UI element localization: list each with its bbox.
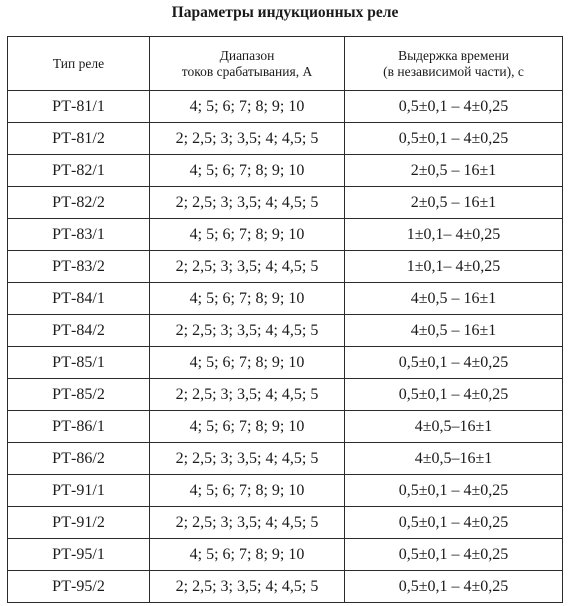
cell-relay-type: РТ-81/1 (7, 90, 150, 123)
header-relay-type: Тип реле (7, 36, 150, 91)
cell-time-delay: 4±0,5 – 16±1 (344, 314, 563, 347)
table-row: РТ-81/1 4; 5; 6; 7; 8; 9; 10 0,5±0,1 – 4±0… (7, 90, 563, 123)
table-row: РТ-95/1 4; 5; 6; 7; 8; 9; 10 0,5±0,1 – 4±0… (7, 538, 563, 571)
header-time-delay-line1: Выдержка времени (398, 47, 509, 63)
cell-time-delay: 4±0,5 – 16±1 (344, 282, 563, 315)
cell-time-delay: 0,5±0,1 – 4±0,25 (344, 122, 563, 155)
cell-relay-type: РТ-84/2 (7, 314, 150, 347)
cell-current-range: 2; 2,5; 3; 3,5; 4; 4,5; 5 (149, 122, 345, 155)
cell-current-range: 4; 5; 6; 7; 8; 9; 10 (149, 410, 345, 443)
cell-time-delay: 4±0,5–16±1 (344, 410, 563, 443)
cell-time-delay: 0,5±0,1 – 4±0,25 (344, 346, 563, 379)
cell-time-delay: 2±0,5 – 16±1 (344, 154, 563, 187)
table-row: РТ-83/1 4; 5; 6; 7; 8; 9; 10 1±0,1– 4±0,25 (7, 218, 563, 251)
cell-relay-type: РТ-91/2 (7, 506, 150, 539)
cell-current-range: 4; 5; 6; 7; 8; 9; 10 (149, 538, 345, 571)
cell-current-range: 2; 2,5; 3; 3,5; 4; 4,5; 5 (149, 442, 345, 475)
relay-parameters-table: Тип реле Диапазон токов срабатывания, А … (7, 36, 563, 603)
table-title: Параметры индукционных реле (171, 4, 399, 21)
cell-relay-type: РТ-91/1 (7, 474, 150, 507)
cell-time-delay: 1±0,1– 4±0,25 (344, 218, 563, 251)
cell-relay-type: РТ-95/2 (7, 570, 150, 603)
cell-relay-type: РТ-86/1 (7, 410, 150, 443)
table-row: РТ-84/1 4; 5; 6; 7; 8; 9; 10 4±0,5 – 16±1 (7, 282, 563, 315)
cell-relay-type: РТ-85/1 (7, 346, 150, 379)
cell-current-range: 4; 5; 6; 7; 8; 9; 10 (149, 154, 345, 187)
cell-current-range: 2; 2,5; 3; 3,5; 4; 4,5; 5 (149, 186, 345, 219)
cell-current-range: 2; 2,5; 3; 3,5; 4; 4,5; 5 (149, 314, 345, 347)
header-current-range-line2: токов срабатывания, А (181, 63, 313, 79)
table-row: РТ-81/2 2; 2,5; 3; 3,5; 4; 4,5; 5 0,5±0,1 … (7, 122, 563, 155)
cell-relay-type: РТ-82/1 (7, 154, 150, 187)
cell-relay-type: РТ-81/2 (7, 122, 150, 155)
cell-relay-type: РТ-84/1 (7, 282, 150, 315)
cell-time-delay: 0,5±0,1 – 4±0,25 (344, 506, 563, 539)
table-header-row: Тип реле Диапазон токов срабатывания, А … (7, 36, 563, 91)
table-row: РТ-82/1 4; 5; 6; 7; 8; 9; 10 2±0,5 – 16±1 (7, 154, 563, 187)
cell-current-range: 2; 2,5; 3; 3,5; 4; 4,5; 5 (149, 250, 345, 283)
table-row: РТ-91/2 2; 2,5; 3; 3,5; 4; 4,5; 5 0,5±0,1 … (7, 506, 563, 539)
cell-relay-type: РТ-86/2 (7, 442, 150, 475)
table-row: РТ-95/2 2; 2,5; 3; 3,5; 4; 4,5; 5 0,5±0,1 … (7, 570, 563, 603)
table-row: РТ-83/2 2; 2,5; 3; 3,5; 4; 4,5; 5 1±0,1– 4… (7, 250, 563, 283)
table-row: РТ-84/2 2; 2,5; 3; 3,5; 4; 4,5; 5 4±0,5 – … (7, 314, 563, 347)
cell-relay-type: РТ-82/2 (7, 186, 150, 219)
header-time-delay: Выдержка времени (в независимой части), … (344, 36, 563, 91)
cell-relay-type: РТ-83/1 (7, 218, 150, 251)
table-row: РТ-85/1 4; 5; 6; 7; 8; 9; 10 0,5±0,1 – 4±0… (7, 346, 563, 379)
header-current-range-line1: Диапазон (219, 47, 275, 63)
header-time-delay-line2: (в независимой части), с (383, 63, 524, 79)
cell-current-range: 2; 2,5; 3; 3,5; 4; 4,5; 5 (149, 378, 345, 411)
cell-time-delay: 0,5±0,1 – 4±0,25 (344, 538, 563, 571)
cell-relay-type: РТ-95/1 (7, 538, 150, 571)
cell-current-range: 4; 5; 6; 7; 8; 9; 10 (149, 474, 345, 507)
cell-time-delay: 0,5±0,1 – 4±0,25 (344, 570, 563, 603)
cell-current-range: 4; 5; 6; 7; 8; 9; 10 (149, 346, 345, 379)
header-current-range: Диапазон токов срабатывания, А (149, 36, 345, 91)
table-row: РТ-86/2 2; 2,5; 3; 3,5; 4; 4,5; 5 4±0,5–16… (7, 442, 563, 475)
cell-relay-type: РТ-85/2 (7, 378, 150, 411)
table-row: РТ-85/2 2; 2,5; 3; 3,5; 4; 4,5; 5 0,5±0,1 … (7, 378, 563, 411)
cell-time-delay: 4±0,5–16±1 (344, 442, 563, 475)
table-row: РТ-86/1 4; 5; 6; 7; 8; 9; 10 4±0,5–16±1 (7, 410, 563, 443)
table-row: РТ-82/2 2; 2,5; 3; 3,5; 4; 4,5; 5 2±0,5 – … (7, 186, 563, 219)
cell-time-delay: 2±0,5 – 16±1 (344, 186, 563, 219)
table-row: РТ-91/1 4; 5; 6; 7; 8; 9; 10 0,5±0,1 – 4±0… (7, 474, 563, 507)
cell-current-range: 2; 2,5; 3; 3,5; 4; 4,5; 5 (149, 570, 345, 603)
cell-current-range: 4; 5; 6; 7; 8; 9; 10 (149, 218, 345, 251)
cell-relay-type: РТ-83/2 (7, 250, 150, 283)
cell-current-range: 4; 5; 6; 7; 8; 9; 10 (149, 90, 345, 123)
cell-time-delay: 0,5±0,1 – 4±0,25 (344, 474, 563, 507)
cell-time-delay: 0,5±0,1 – 4±0,25 (344, 378, 563, 411)
cell-time-delay: 0,5±0,1 – 4±0,25 (344, 90, 563, 123)
cell-time-delay: 1±0,1– 4±0,25 (344, 250, 563, 283)
cell-current-range: 2; 2,5; 3; 3,5; 4; 4,5; 5 (149, 506, 345, 539)
cell-current-range: 4; 5; 6; 7; 8; 9; 10 (149, 282, 345, 315)
